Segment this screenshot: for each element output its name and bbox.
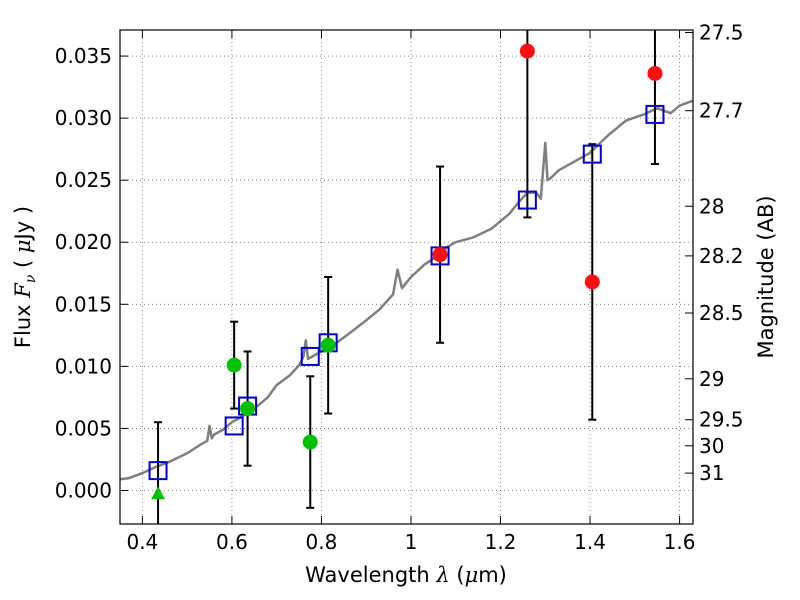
x-tick-label: 0.8 [306,530,338,554]
y-tick-label: 0.035 [55,44,112,68]
y-tick-label: 0.015 [55,292,112,316]
model-spectrum-line [120,99,693,481]
observed-point-green [302,434,318,450]
observed-point-green [320,337,336,353]
y2-tick-label: 28 [699,194,724,218]
observed-point-red [432,247,448,263]
x-tick-label: 1.4 [574,530,606,554]
model-point-square [148,461,168,481]
y-axis-label: Flux Fν ( μJy ) [11,206,39,348]
y-tick-label: 0.010 [55,354,112,378]
y2-tick-label: 27.5 [699,20,744,44]
observed-point-green [226,357,242,373]
data-series [120,30,693,524]
y2-tick-label: 30 [699,434,724,458]
y-tick-label: 0.000 [55,478,112,502]
observed-point-red [584,274,600,290]
observed-point-green [240,401,256,417]
axes: 0.4 0.6 0.8 1 1.2 1.4 1.6 0.000 0.005 0.010 0.015 0… [55,20,744,554]
y2-tick-label: 28.5 [699,301,744,325]
y2-tick-label: 29 [699,367,724,391]
observed-point-red [647,65,663,81]
y2-tick-label: 29.5 [699,408,744,432]
x-tick-label: 0.4 [126,530,158,554]
observed-point-triangle [151,486,166,500]
y-tick-label: 0.020 [55,230,112,254]
y2-tick-label: 31 [699,461,724,485]
y-tick-label: 0.005 [55,416,112,440]
right-axis-label: Magnitude (AB) [754,195,778,358]
x-tick-label: 1.2 [485,530,517,554]
y2-tick-label: 28.2 [699,244,744,268]
x-axis-label: Wavelength λ (μm) [305,563,507,587]
x-tick-label: 0.6 [216,530,248,554]
y2-tick-label: 27.7 [699,99,744,123]
y-tick-label: 0.025 [55,168,112,192]
model-point-square [517,190,537,210]
observed-point-red [519,43,535,59]
y-tick-label: 0.030 [55,106,112,130]
x-tick-label: 1 [405,530,418,554]
model-point-square [582,144,602,164]
plot-area [120,30,693,524]
model-point-square [300,346,320,366]
model-point-square [224,416,244,436]
model-point-square [645,104,665,124]
x-tick-label: 1.6 [664,530,696,554]
plot-frame [119,29,694,525]
